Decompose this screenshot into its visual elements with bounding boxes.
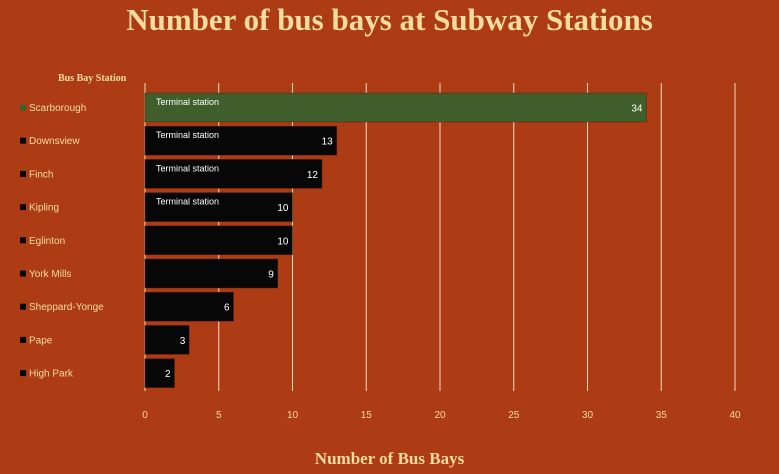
bar: [144, 258, 278, 289]
category-marker: [20, 336, 26, 343]
x-tick-label: 10: [287, 410, 299, 421]
data-label: 3: [180, 336, 186, 347]
labels: 0 5 10 15 20 25 30 35 40 Scarborough 34 Terminal st…: [20, 97, 741, 421]
data-label: 2: [165, 369, 171, 380]
category-marker: [20, 104, 26, 111]
bar: [144, 159, 323, 189]
y-tick-label: York Mills: [29, 269, 71, 280]
data-label: 12: [307, 170, 319, 181]
x-tick-label: 35: [656, 410, 668, 421]
x-tick-label: 25: [508, 410, 520, 421]
bar: [144, 92, 647, 123]
category-marker: [20, 170, 26, 177]
x-tick-label: 0: [142, 410, 148, 421]
annotation-label: Terminal station: [156, 197, 219, 207]
category-marker: [20, 204, 26, 211]
data-label: 10: [277, 236, 289, 247]
x-tick-label: 30: [582, 410, 594, 421]
bar: [144, 358, 175, 388]
bar: [144, 225, 293, 256]
chart-title: Number of bus bays at Subway Stations: [126, 2, 653, 37]
annotation-label: Terminal station: [156, 97, 219, 107]
y-tick-label: Pape: [29, 335, 53, 346]
data-label: 13: [322, 137, 334, 148]
y-tick-label: Kipling: [29, 203, 59, 214]
x-tick-label: 5: [216, 410, 222, 421]
annotation-label: Terminal station: [156, 163, 219, 173]
category-marker: [20, 270, 26, 277]
data-label: 9: [268, 270, 274, 281]
x-tick-label: 40: [729, 410, 741, 421]
data-label: 10: [277, 203, 289, 214]
annotation-label: Terminal station: [156, 130, 219, 140]
bar: [144, 125, 337, 156]
data-label: 6: [224, 303, 230, 314]
data-label: 34: [631, 104, 643, 115]
y-tick-label: Scarborough: [29, 103, 86, 114]
y-tick-label: Finch: [29, 169, 53, 180]
category-marker: [20, 303, 26, 310]
bar: [144, 192, 293, 222]
y-tick-label: Downsview: [29, 136, 80, 147]
x-tick-label: 20: [434, 410, 446, 421]
y-tick-label: High Park: [29, 369, 74, 380]
y-tick-label: Sheppard-Yonge: [29, 302, 104, 313]
category-marker: [20, 237, 26, 244]
y-tick-label: Eglinton: [29, 236, 65, 247]
bar: [144, 291, 234, 322]
category-marker: [20, 370, 26, 377]
y-axis-title: Bus Bay Station: [58, 73, 127, 84]
x-tick-label: 15: [361, 410, 373, 421]
bars: [144, 92, 647, 388]
bar: [144, 325, 190, 355]
x-axis-title: Number of Bus Bays: [314, 449, 465, 468]
category-marker: [20, 137, 26, 144]
